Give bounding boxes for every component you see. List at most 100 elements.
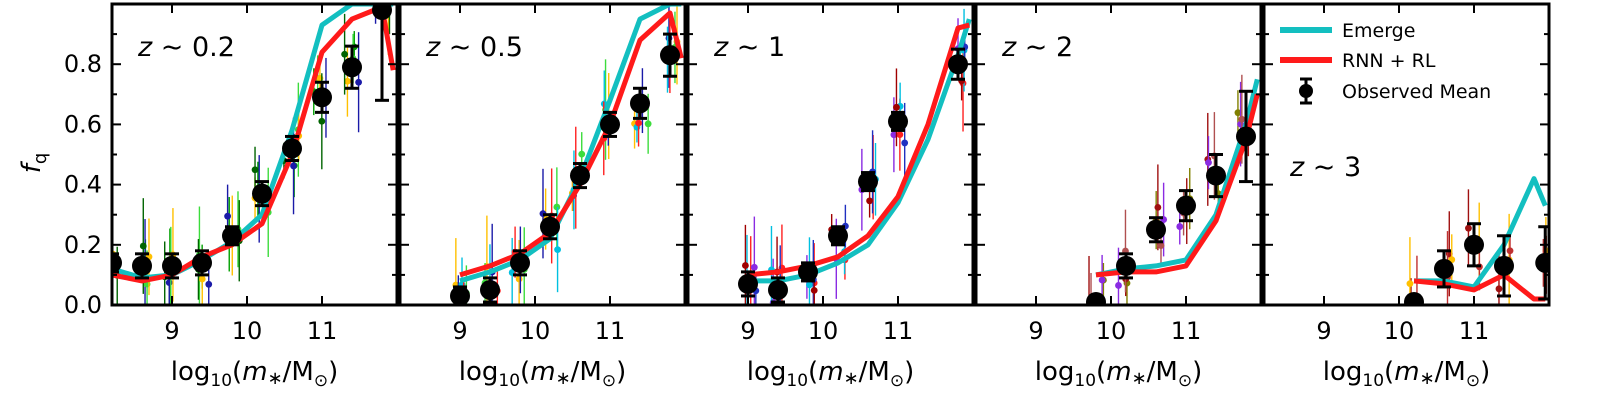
observed-mean-point: [450, 285, 470, 305]
survey-point: [1495, 285, 1503, 293]
survey-point: [810, 286, 818, 294]
observed-mean-point: [1146, 219, 1166, 240]
observed-mean-point: [1176, 195, 1196, 216]
x-tick-label: 10: [1096, 317, 1127, 345]
panel-4: 9 10 11 log10(m∗/M⊙) z ∼ 2: [974, 2, 1263, 391]
panel-3-plot-area: [738, 8, 972, 305]
y-tick-label: 0.4: [64, 171, 102, 199]
survey-point: [1506, 247, 1514, 255]
observed-mean-point: [858, 171, 878, 192]
survey-point: [750, 263, 758, 271]
survey-point: [198, 275, 206, 283]
x-axis-label: log10(m∗/M⊙): [1323, 357, 1490, 391]
observed-mean-point: [948, 54, 968, 75]
observed-mean-point: [222, 225, 242, 246]
observed-mean-point: [1464, 234, 1484, 255]
survey-point: [1154, 203, 1162, 211]
y-axis-title: fq: [17, 153, 51, 174]
observed-mean-point: [192, 252, 212, 273]
y-tick-label: 0.8: [64, 50, 102, 78]
observed-mean-point: [252, 183, 272, 204]
x-tick-label: 11: [883, 317, 914, 345]
survey-point: [578, 150, 586, 158]
legend: Emerge RNN + RL Observed Mean: [1280, 20, 1491, 105]
observed-mean-point: [162, 255, 182, 276]
legend-label: RNN + RL: [1342, 50, 1436, 72]
panel-5-plot-area: [1404, 176, 1549, 305]
observed-mean-point: [600, 114, 620, 135]
observed-mean-point: [738, 273, 758, 294]
survey-point: [224, 212, 231, 220]
observed-mean-point: [132, 255, 152, 276]
rnn-rl-line: [112, 4, 396, 284]
observed-mean-point: [660, 45, 680, 66]
observed-mean-point: [510, 252, 530, 273]
observed-mean-point: [1434, 258, 1454, 279]
survey-point: [1098, 276, 1106, 284]
observed-mean-point: [282, 138, 302, 159]
x-axis-label: log10(m∗/M⊙): [1035, 357, 1202, 391]
legend-label: Emerge: [1342, 20, 1415, 42]
rnn-rl-line: [747, 22, 970, 278]
survey-point: [1406, 280, 1414, 288]
panel-3: 9 10 11 log10(m∗/M⊙) z ∼ 1: [686, 2, 975, 391]
x-tick-label: 9: [740, 317, 755, 345]
survey-point: [515, 275, 523, 283]
panel-2-plot-area: [450, 4, 684, 305]
survey-point: [205, 280, 213, 288]
observed-mean-point: [570, 165, 590, 186]
observed-mean-point: [798, 261, 818, 282]
observed-mean-point: [342, 57, 362, 78]
x-axis-label: log10(m∗/M⊙): [459, 357, 626, 391]
panel-4-plot-area: [1085, 74, 1260, 305]
survey-point: [890, 131, 898, 139]
panel-redshift-label: z ∼ 2: [1001, 32, 1073, 63]
panel-1: 9 10 11 0.0 0.2 0.4 0.6 0.8 log10(m∗/M⊙) z ∼ 0.2: [64, 2, 399, 391]
survey-point: [806, 281, 813, 289]
y-axis-title-text: fq: [17, 153, 51, 174]
survey-point: [1238, 115, 1246, 123]
survey-point: [290, 162, 297, 170]
survey-point: [318, 117, 326, 125]
survey-point: [893, 103, 900, 111]
x-tick-label: 11: [595, 317, 626, 345]
survey-point: [139, 242, 147, 250]
x-tick-label: 11: [1171, 317, 1202, 345]
survey-point: [1115, 282, 1122, 289]
survey-point: [742, 262, 749, 269]
x-tick-label: 9: [452, 317, 467, 345]
observed-mean-point: [480, 279, 500, 300]
panel-redshift-label: z ∼ 0.5: [425, 32, 523, 63]
x-axis-label: log10(m∗/M⊙): [747, 357, 914, 391]
survey-point: [1205, 159, 1212, 167]
x-tick-label: 10: [232, 317, 263, 345]
survey-point: [635, 119, 642, 127]
panel-redshift-label: z ∼ 0.2: [137, 32, 235, 63]
x-tick-label: 9: [1316, 317, 1331, 345]
survey-point: [165, 279, 173, 287]
survey-point: [866, 197, 874, 205]
x-axis-label: log10(m∗/M⊙): [171, 357, 338, 391]
rnn-rl-line: [1413, 272, 1546, 302]
observed-mean-point: [540, 216, 560, 237]
rnn-rl-line: [1095, 93, 1260, 278]
panel-5: 9 10 11 log10(m∗/M⊙) z ∼ 3: [1262, 2, 1551, 391]
x-tick-label: 11: [307, 317, 338, 345]
observed-mean-point: [1236, 126, 1256, 147]
observed-mean-point: [372, 4, 392, 21]
survey-point: [104, 248, 111, 255]
observed-mean-point: [1086, 291, 1106, 305]
observed-mean-point: [1116, 255, 1136, 276]
survey-point: [344, 77, 351, 85]
y-tick-label: 0.2: [64, 231, 102, 259]
observed-mean-point: [828, 225, 848, 246]
x-tick-label: 10: [1384, 317, 1415, 345]
observed-mean-point: [888, 111, 908, 132]
observed-mean-point: [1404, 291, 1424, 305]
x-tick-label: 10: [520, 317, 551, 345]
legend-label: Observed Mean: [1342, 81, 1491, 103]
survey-point: [901, 139, 909, 147]
survey-point: [644, 120, 652, 128]
survey-point: [251, 166, 259, 174]
